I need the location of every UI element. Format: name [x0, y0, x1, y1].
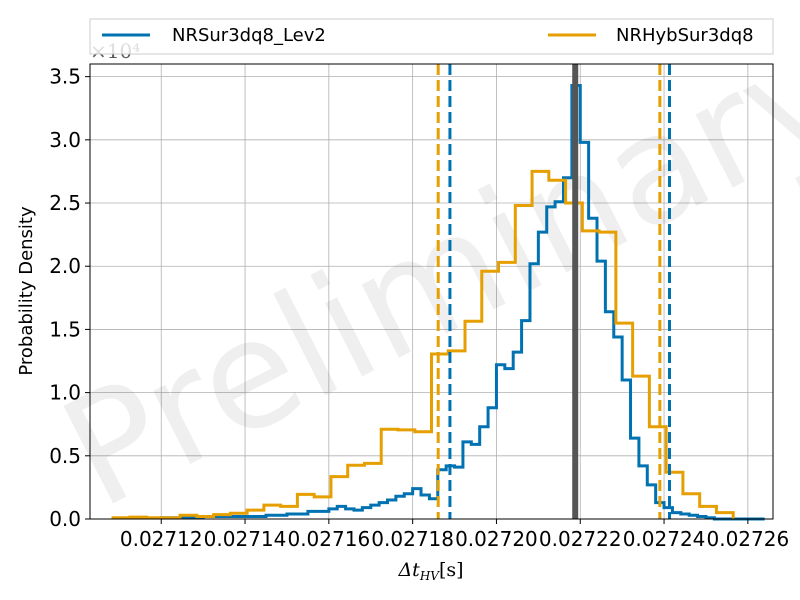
x-tick-label: 0.02718: [371, 527, 454, 551]
histogram-series: [111, 83, 765, 521]
legend-label-nrsur: NRSur3dq8_Lev2: [172, 25, 326, 46]
histogram-step-nrsur: [159, 83, 765, 521]
legend-label-nrhyb: NRHybSur3dq8: [616, 25, 754, 46]
x-axis-ticks: 0.02712 0.02714 0.02716 0.02718 0.02720 0.027…: [120, 519, 789, 551]
y-tick-label: 1.0: [49, 381, 81, 405]
y-tick-label: 2.0: [49, 254, 81, 278]
legend: NRSur3dq8_Lev2 NRHybSur3dq8: [89, 18, 774, 55]
y-axis-label: Probability Density: [16, 206, 37, 376]
x-axis-label-main: Δt: [397, 559, 420, 581]
x-axis-label: ΔtHV[s]: [397, 559, 463, 583]
x-axis-label-sub: HV: [419, 569, 440, 583]
plot-frame: [89, 63, 774, 520]
x-tick-label: 0.02712: [120, 527, 203, 551]
y-tick-label: 3.5: [49, 65, 81, 89]
reference-lines: [436, 64, 672, 519]
x-axis-label-unit: [s]: [439, 559, 464, 581]
y-axis-ticks: 0.0 0.5 1.0 1.5 2.0 2.5 3.0 3.5: [49, 65, 90, 531]
y-tick-label: 0.5: [49, 444, 81, 468]
x-tick-label: 0.02720: [455, 527, 538, 551]
x-tick-label: 0.02714: [204, 527, 287, 551]
x-tick-label: 0.02724: [623, 527, 706, 551]
y-tick-label: 1.5: [49, 317, 81, 341]
y-tick-label: 3.0: [49, 128, 81, 152]
x-tick-label: 0.02722: [539, 527, 622, 551]
y-tick-label: 0.0: [49, 507, 81, 531]
x-tick-label: 0.02726: [706, 527, 789, 551]
y-tick-label: 2.5: [49, 191, 81, 215]
legend-box: [89, 18, 774, 55]
histogram-step-nrhyb: [111, 169, 735, 520]
x-tick-label: 0.02716: [287, 527, 370, 551]
